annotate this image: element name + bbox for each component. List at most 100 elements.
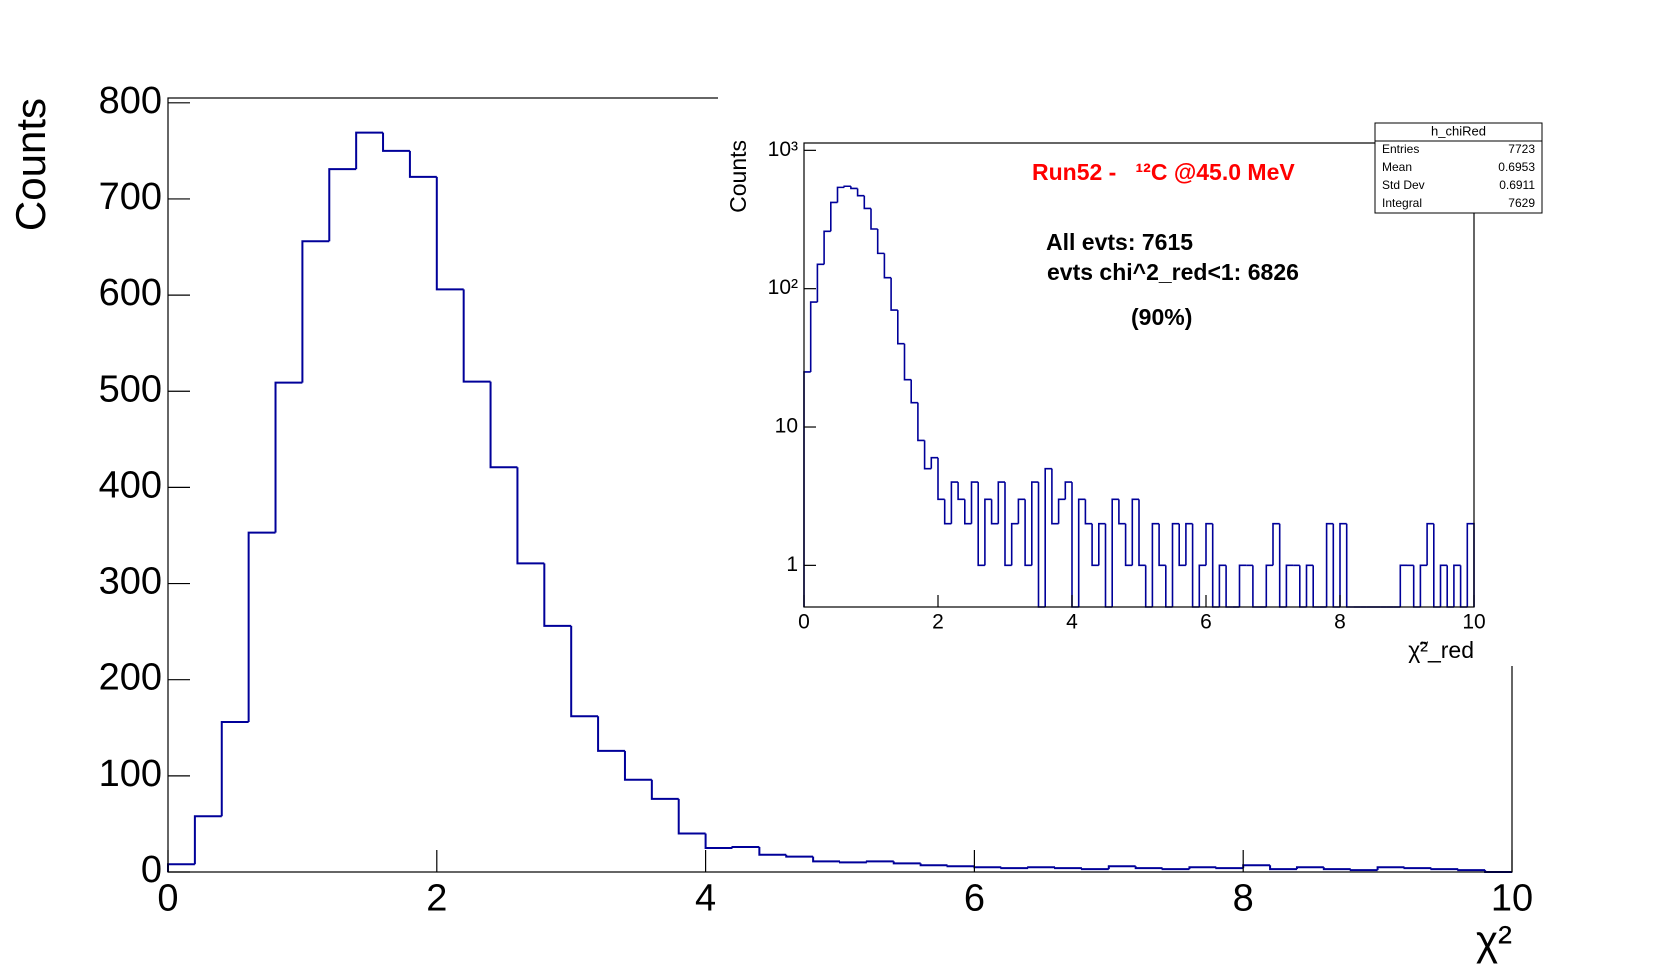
histogram-bin bbox=[1151, 522, 1160, 607]
histogram-bin bbox=[1124, 523, 1133, 567]
histogram-bin bbox=[1091, 523, 1099, 567]
x-tick-label: 8 bbox=[1233, 878, 1254, 920]
histogram-bin bbox=[597, 716, 625, 752]
histogram-bin bbox=[1295, 866, 1324, 870]
histogram-bin bbox=[1017, 498, 1026, 524]
x-tick-label: 2 bbox=[932, 610, 944, 633]
histogram-bin bbox=[1077, 498, 1086, 607]
stats-label: Integral bbox=[1382, 196, 1422, 210]
histogram-bin bbox=[816, 263, 825, 303]
annotation: evts chi^2_red<1: 6826 bbox=[1047, 259, 1299, 285]
histogram-bin bbox=[1118, 499, 1126, 525]
histogram-bin bbox=[1138, 499, 1146, 567]
y-axis-title: Counts bbox=[7, 98, 54, 231]
histogram-bin bbox=[1051, 468, 1059, 525]
histogram-bin bbox=[910, 379, 918, 404]
histogram-bin bbox=[1010, 522, 1019, 566]
y-tick-label: 200 bbox=[99, 657, 162, 699]
y-tick-label: 800 bbox=[99, 80, 162, 122]
histogram-bin bbox=[812, 856, 840, 863]
histogram-bin bbox=[1285, 564, 1294, 607]
histogram-bin bbox=[830, 201, 838, 232]
histogram-bin bbox=[1024, 499, 1032, 567]
histogram-bin bbox=[1080, 868, 1109, 871]
histogram-bin bbox=[1322, 867, 1351, 871]
stats-label: Entries bbox=[1382, 142, 1419, 156]
y-tick-label: 10 bbox=[775, 415, 798, 438]
histogram-bin bbox=[990, 499, 999, 525]
y-tick-label: 300 bbox=[99, 561, 162, 603]
histogram-bin bbox=[247, 531, 276, 723]
histogram-bin bbox=[970, 481, 979, 524]
histogram-bin bbox=[1305, 564, 1314, 607]
histogram-bin bbox=[274, 381, 303, 533]
histogram-bin bbox=[462, 289, 491, 383]
histogram-bin bbox=[1054, 867, 1082, 870]
histogram-bin bbox=[1107, 865, 1136, 870]
histogram-bin bbox=[1269, 865, 1297, 871]
histogram-bin bbox=[220, 721, 249, 817]
x-tick-label: 8 bbox=[1334, 610, 1346, 633]
histogram-bin bbox=[1131, 498, 1139, 566]
y-tick-label: 400 bbox=[99, 464, 162, 506]
histogram-bin bbox=[839, 861, 867, 864]
histogram-bin bbox=[785, 854, 814, 858]
histogram-bin bbox=[355, 131, 384, 170]
histogram-bin bbox=[1376, 866, 1405, 871]
histogram-bin bbox=[870, 208, 878, 230]
histogram-bin bbox=[984, 498, 992, 566]
histogram-bin bbox=[1064, 481, 1072, 500]
histogram-bin bbox=[876, 229, 885, 255]
annotation: Run52 - ¹²C @45.0 MeV bbox=[1032, 159, 1295, 185]
histogram-bin bbox=[1242, 864, 1271, 869]
x-axis-title: χ̃²_red bbox=[1408, 637, 1474, 663]
histogram-bin bbox=[1171, 522, 1180, 607]
histogram-bin bbox=[943, 499, 952, 525]
histogram-bin bbox=[1158, 523, 1166, 567]
stats-value: 0.6911 bbox=[1499, 178, 1535, 192]
stats-title: h_chiRed bbox=[1431, 123, 1486, 138]
histogram-bin bbox=[903, 343, 912, 381]
histogram-bin bbox=[167, 863, 195, 872]
histogram-bin bbox=[973, 866, 1002, 869]
x-tick-label: 4 bbox=[1066, 610, 1078, 633]
histogram-bin bbox=[1457, 869, 1486, 872]
y-tick-label: 100 bbox=[99, 753, 162, 795]
y-tick-label: 10² bbox=[768, 276, 798, 299]
histogram-bin bbox=[1218, 564, 1227, 607]
histogram-bin bbox=[1185, 522, 1193, 566]
histogram-bin bbox=[650, 779, 679, 800]
histogram-bin bbox=[897, 310, 905, 345]
histogram-bin bbox=[1031, 481, 1039, 566]
histogram-bin bbox=[1205, 522, 1213, 566]
histogram-bin bbox=[865, 860, 894, 863]
histogram-bin bbox=[1057, 498, 1066, 524]
histogram-bin bbox=[946, 865, 975, 868]
histogram-bin bbox=[1188, 866, 1217, 870]
histogram-bin bbox=[957, 482, 965, 501]
stats-label: Mean bbox=[1382, 160, 1412, 174]
histogram-bin bbox=[836, 186, 845, 203]
histogram-bin bbox=[1215, 867, 1244, 870]
histogram-bin bbox=[1161, 868, 1190, 871]
y-tick-label: 700 bbox=[99, 176, 162, 218]
histogram-bin bbox=[1198, 564, 1206, 607]
histogram-bin bbox=[1325, 522, 1334, 607]
histogram-bin bbox=[937, 457, 945, 501]
histogram-bin bbox=[809, 301, 818, 372]
histogram-bin bbox=[1272, 522, 1280, 566]
x-tick-label: 6 bbox=[1200, 610, 1212, 633]
histogram-bin bbox=[435, 176, 464, 291]
histogram-bin bbox=[863, 195, 871, 210]
histogram-bin bbox=[823, 230, 831, 265]
histogram-bin bbox=[977, 482, 985, 567]
y-tick-label: 1 bbox=[786, 553, 798, 576]
histogram-bin bbox=[677, 798, 706, 835]
x-tick-label: 0 bbox=[798, 610, 810, 633]
histogram-bin bbox=[1027, 866, 1056, 869]
histogram-bin bbox=[516, 467, 545, 565]
histogram-bin bbox=[1426, 522, 1434, 566]
x-tick-label: 10 bbox=[1462, 610, 1485, 633]
histogram-bin bbox=[758, 847, 787, 856]
